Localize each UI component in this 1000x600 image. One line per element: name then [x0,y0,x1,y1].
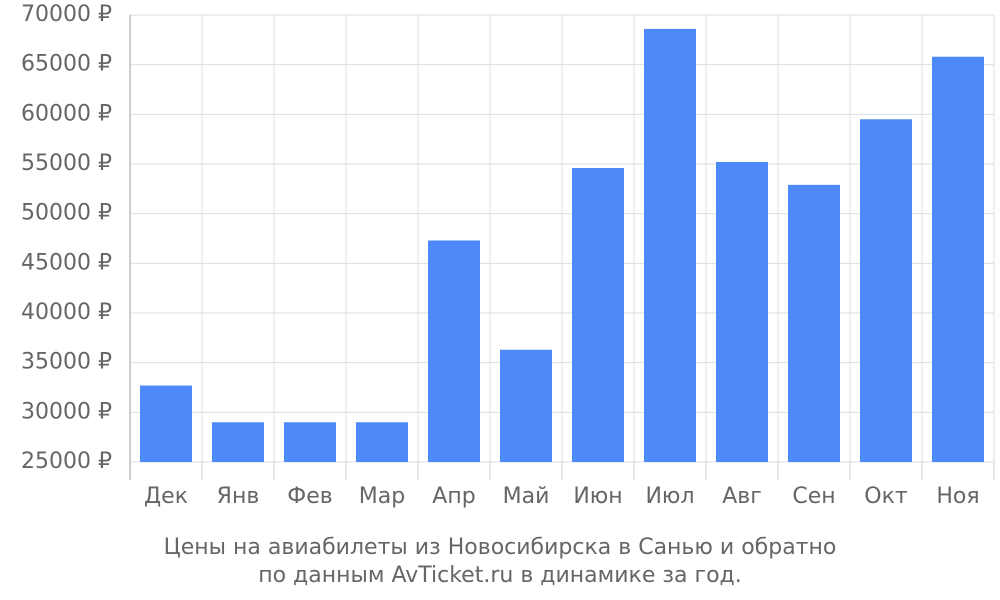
y-tick-label: 60000 ₽ [21,101,112,126]
bar [860,119,912,463]
y-tick-label: 70000 ₽ [21,2,112,27]
x-tick-label: Фев [287,484,332,509]
x-tick-label: Янв [217,484,260,509]
x-tick-label: Окт [864,484,908,509]
bar [428,240,480,462]
y-tick-label: 50000 ₽ [21,201,112,226]
y-tick-label: 35000 ₽ [21,350,112,375]
y-tick-label: 25000 ₽ [21,449,112,474]
bar [572,167,624,462]
x-tick-label: Дек [144,484,188,509]
chart-title: Цены на авиабилеты из Новосибирска в Сан… [164,535,837,560]
y-tick-label: 55000 ₽ [21,151,112,176]
y-tick-label: 30000 ₽ [21,399,112,424]
y-tick-label: 65000 ₽ [21,52,112,77]
bar [212,422,264,462]
bar [644,28,696,462]
x-tick-label: Мар [359,484,405,509]
y-tick-label: 45000 ₽ [21,250,112,275]
x-tick-label: Май [503,484,550,509]
x-tick-label: Июн [573,484,622,509]
bar [284,422,336,462]
bar [788,184,840,463]
x-tick-label: Ноя [936,484,979,509]
y-tick-label: 40000 ₽ [21,300,112,325]
bar [500,349,552,462]
x-tick-label: Авг [722,484,762,509]
x-tick-label: Июл [645,484,694,509]
bar [932,56,984,462]
chart-title: по данным AvTicket.ru в динамике за год. [258,563,742,588]
bar [356,422,408,462]
x-tick-label: Апр [432,484,475,509]
bar [716,162,768,462]
x-tick-label: Сен [792,484,835,509]
bar [140,385,192,462]
